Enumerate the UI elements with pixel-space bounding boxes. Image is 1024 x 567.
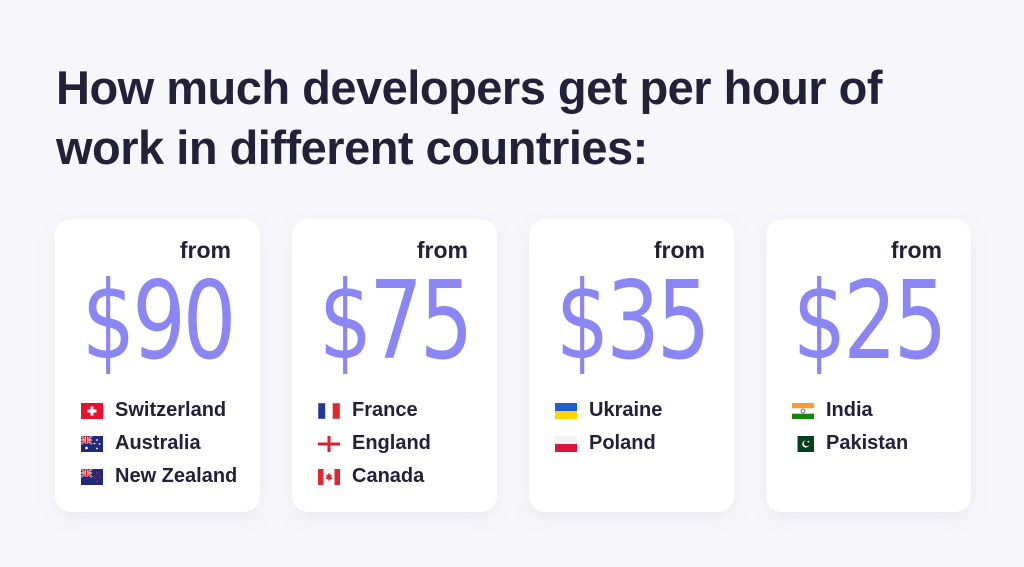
australia-flag-icon bbox=[81, 435, 103, 452]
country-item: England bbox=[318, 427, 431, 460]
country-item: France bbox=[318, 394, 431, 427]
country-item: New Zealand bbox=[81, 460, 237, 493]
france-flag-icon bbox=[318, 402, 340, 419]
country-list: Ukraine Poland bbox=[555, 394, 662, 460]
country-item: Ukraine bbox=[555, 394, 662, 427]
poland-flag-icon bbox=[555, 435, 577, 452]
canada-flag-icon bbox=[318, 468, 340, 485]
country-name: Australia bbox=[115, 432, 201, 454]
country-name: New Zealand bbox=[115, 465, 238, 487]
country-name: Ukraine bbox=[589, 399, 663, 421]
country-item: Australia bbox=[81, 427, 237, 460]
page-title: How much developers get per hour of work… bbox=[56, 61, 883, 174]
country-item: Pakistan bbox=[792, 427, 908, 460]
price-value: $35 bbox=[555, 259, 711, 384]
rate-card-france: from $75 France England Canada bbox=[292, 219, 497, 512]
pakistan-flag-icon bbox=[792, 435, 814, 452]
country-name: Canada bbox=[352, 465, 425, 487]
country-item: Poland bbox=[555, 427, 662, 460]
from-label: from bbox=[653, 237, 705, 263]
switzerland-flag-icon bbox=[81, 402, 103, 419]
country-name: Pakistan bbox=[826, 432, 909, 454]
country-item: India bbox=[792, 394, 908, 427]
rate-card-ukraine: from $35 Ukraine Poland bbox=[529, 219, 734, 512]
price-value: $90 bbox=[81, 259, 237, 384]
country-name: Switzerland bbox=[115, 399, 227, 421]
country-name: India bbox=[826, 399, 873, 421]
rate-cards: from $90 Switzerland Australia New Zeala… bbox=[55, 219, 971, 512]
ukraine-flag-icon bbox=[555, 402, 577, 419]
from-label: from bbox=[890, 237, 942, 263]
from-label: from bbox=[416, 237, 468, 263]
country-item: Canada bbox=[318, 460, 431, 493]
from-label: from bbox=[179, 237, 231, 263]
new-zealand-flag-icon bbox=[81, 468, 103, 485]
price-value: $25 bbox=[792, 259, 948, 384]
england-flag-icon bbox=[318, 435, 340, 452]
rate-card-switzerland: from $90 Switzerland Australia New Zeala… bbox=[55, 219, 260, 512]
country-list: Switzerland Australia New Zealand bbox=[81, 394, 237, 493]
rate-card-india: from $25 India Pakistan bbox=[766, 219, 971, 512]
india-flag-icon bbox=[792, 402, 814, 419]
country-name: Poland bbox=[589, 432, 656, 454]
country-name: England bbox=[352, 432, 431, 454]
country-list: France England Canada bbox=[318, 394, 431, 493]
country-list: India Pakistan bbox=[792, 394, 908, 460]
country-item: Switzerland bbox=[81, 394, 237, 427]
price-value: $75 bbox=[318, 259, 474, 384]
country-name: France bbox=[352, 399, 418, 421]
